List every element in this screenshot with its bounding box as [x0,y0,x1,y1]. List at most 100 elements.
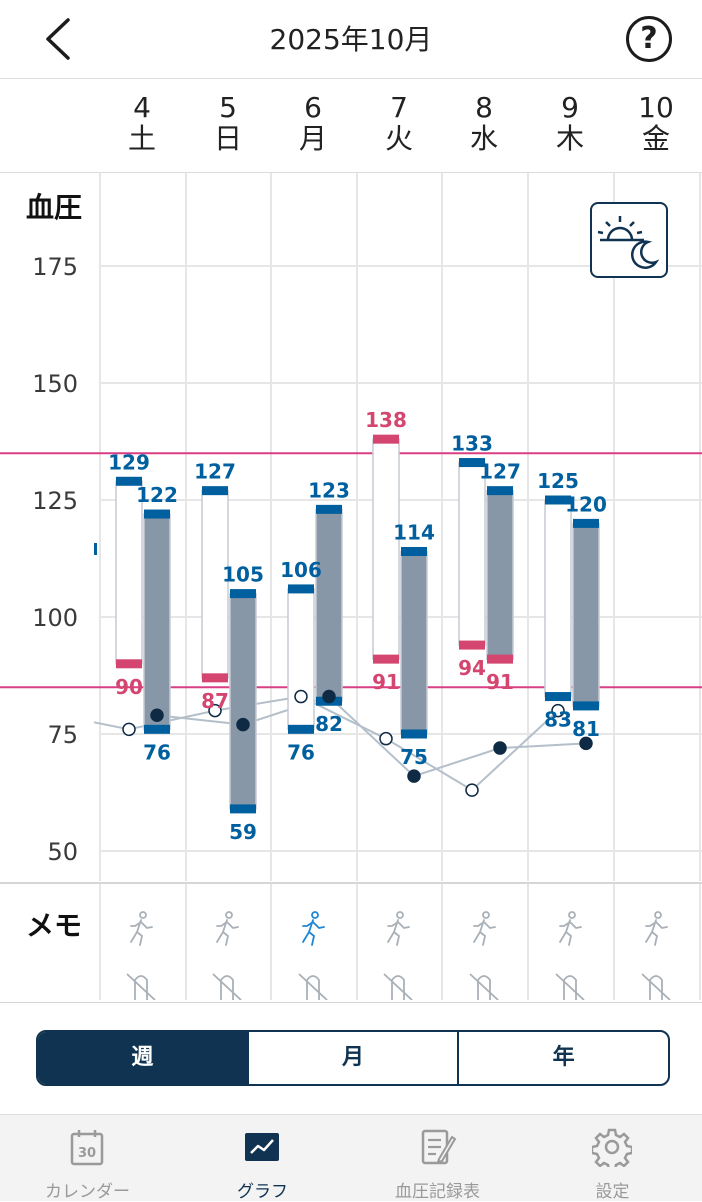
y-tick-label: 75 [47,721,78,749]
pulse-point-morning [465,783,479,797]
value-label: 127 [479,460,521,484]
value-label: 125 [537,469,579,493]
systolic-marker [316,504,342,514]
y-tick-label: 175 [32,253,78,281]
day-column-header: 10 金 [626,92,686,154]
no-alcohol-icon[interactable] [383,973,413,1001]
y-tick-label: 100 [32,604,78,632]
no-alcohol-icon[interactable] [641,973,671,1001]
value-label: 106 [280,558,322,582]
memo-label: メモ [26,909,83,942]
value-label: 82 [315,712,343,736]
nav-record-sheet[interactable]: 血圧記録表 [350,1115,525,1202]
nav-graph-label: グラフ [237,1182,288,1202]
no-alcohol-icon[interactable] [469,973,499,1001]
diastolic-marker [373,654,399,664]
pulse-point-evening [150,708,164,723]
pulse-point-evening [579,736,593,751]
value-label: 94 [458,656,486,680]
calendar-badge: 30 [78,1146,96,1161]
diastolic-marker [401,729,427,739]
blood-pressure-chart: 50 75 100 125 150 175 129 90 122 76 127 87 105 59 106 7… [0,173,702,881]
diastolic-marker [459,640,485,650]
day-weekday: 金 [641,122,670,155]
nav-settings[interactable]: 設定 [525,1115,700,1202]
systolic-marker [144,509,170,519]
morning-bar [115,480,143,665]
pulse-point-evening [493,741,507,755]
exercise-icon[interactable] [559,911,582,946]
no-alcohol-icon[interactable] [212,973,242,1001]
day-weekday: 土 [127,122,156,155]
day-date: 8 [475,91,493,124]
week-tab[interactable]: 週 [38,1032,247,1084]
header [0,0,702,79]
morning-bar [372,438,400,660]
systolic-marker [545,495,571,505]
nav-graph[interactable]: グラフ [175,1115,350,1202]
help-button[interactable]: ? [626,16,672,62]
day-date: 4 [133,91,151,124]
evening-bar [400,550,428,735]
day-date: 6 [304,91,322,124]
value-label: 83 [544,708,572,732]
morning-bar [287,588,315,731]
memo-icons [99,884,701,1001]
value-label: 133 [451,432,493,456]
edge-marker [94,543,97,555]
diastolic-marker [230,804,256,814]
pulse-point-evening [322,689,336,704]
value-label: 91 [372,670,400,694]
systolic-marker [373,434,399,444]
pulse-point-morning [294,689,308,704]
exercise-icon[interactable] [216,911,239,946]
day-date: 7 [390,91,408,124]
value-label: 76 [143,740,171,764]
chart-title: 血圧 [26,191,83,224]
no-alcohol-icon[interactable] [555,973,585,1001]
value-label: 122 [136,483,178,507]
systolic-marker [487,486,513,496]
value-label: 123 [308,478,350,502]
value-label: 81 [572,717,600,741]
no-alcohol-icon[interactable] [298,973,328,1001]
pulse-point-morning [379,731,393,746]
exercise-icon[interactable] [130,911,153,946]
year-tab[interactable]: 年 [457,1032,668,1084]
morning-bar [544,499,572,698]
no-alcohol-icon[interactable] [126,973,156,1001]
exercise-icon[interactable] [645,911,668,946]
day-weekday: 月 [298,122,327,155]
day-date: 10 [638,91,674,124]
pulse-point-evening [236,717,250,732]
nav-calendar[interactable]: 30 カレンダー [0,1115,175,1202]
diastolic-marker [573,701,599,711]
value-label: 87 [201,689,229,713]
systolic-marker [573,518,599,528]
nav-record-sheet-label: 血圧記録表 [395,1182,480,1202]
exercise-icon[interactable] [387,911,410,946]
settings-icon [592,1128,632,1167]
pulse-point-morning [122,722,136,737]
month-tab[interactable]: 月 [246,1032,458,1084]
day-date: 9 [561,91,579,124]
chevron-left-icon [46,18,70,60]
diastolic-marker [288,724,314,734]
value-label: 138 [365,408,407,432]
memo-row [0,882,702,1003]
y-tick-label: 150 [32,370,78,398]
day-night-toggle-button[interactable] [590,202,668,278]
back-button[interactable] [30,14,86,64]
graph-icon [245,1133,279,1161]
exercise-icon[interactable] [302,911,325,946]
y-tick-label: 125 [32,487,78,515]
exercise-icon[interactable] [473,911,496,946]
value-label: 114 [393,520,435,544]
morning-bar [458,461,486,646]
